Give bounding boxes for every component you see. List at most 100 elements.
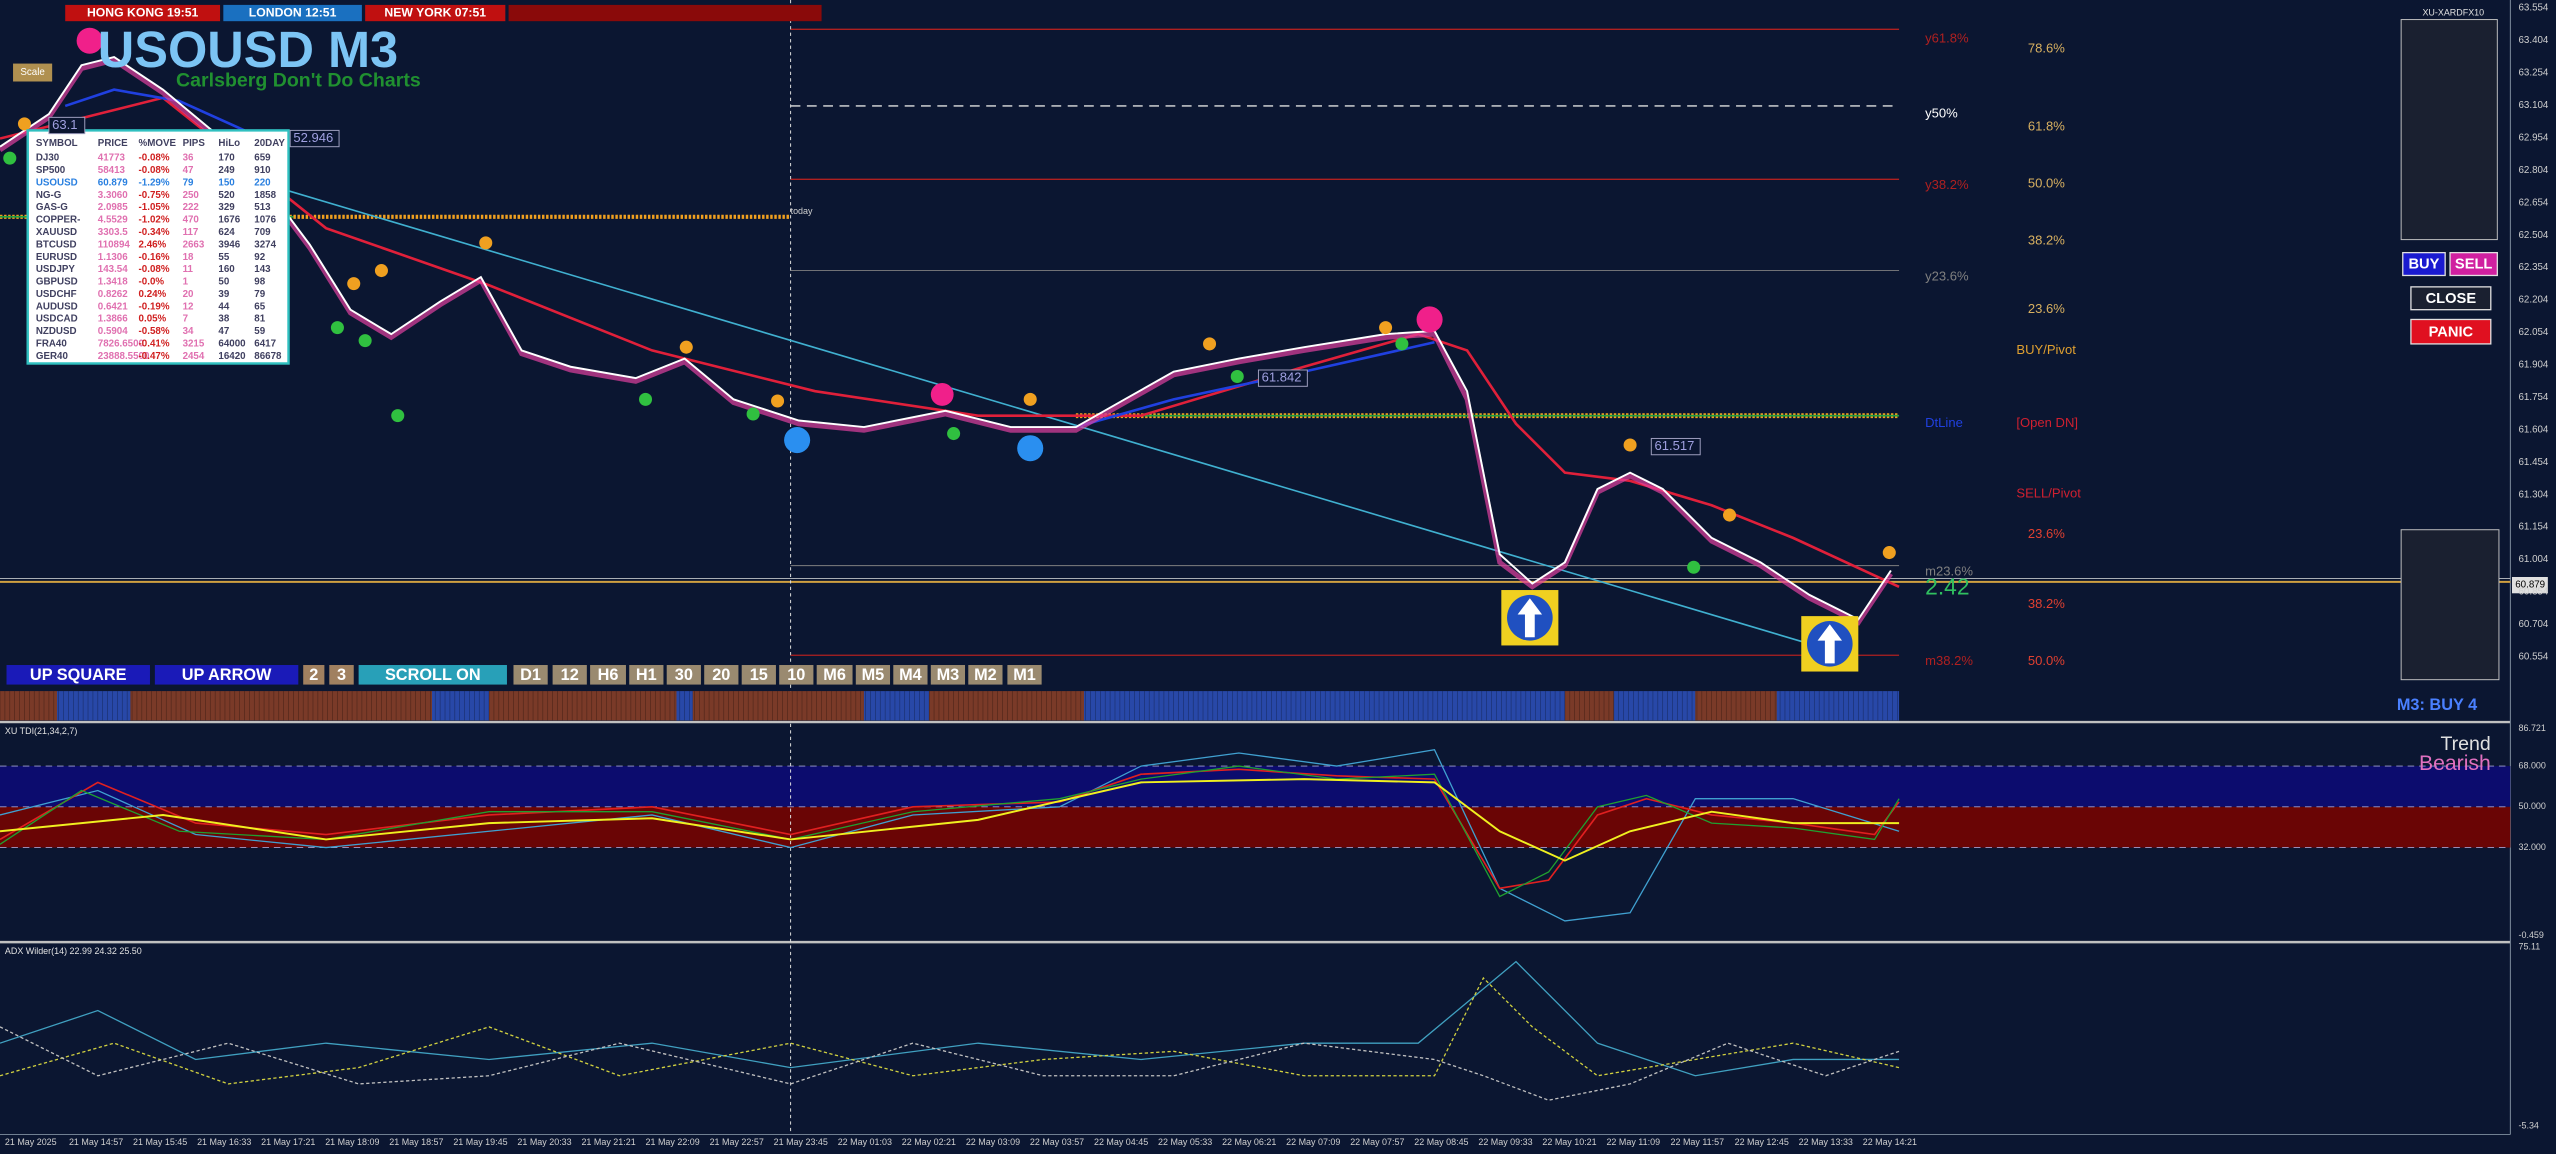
table-cell: 222: [183, 202, 200, 213]
timeframe-button-label[interactable]: M6: [823, 666, 846, 684]
strip-segment: [0, 691, 58, 721]
table-cell: 7: [183, 314, 188, 325]
table-cell: 250: [183, 190, 200, 201]
timeframe-button[interactable]: [303, 665, 325, 685]
table-cell: 79: [183, 177, 194, 188]
timeframe-button[interactable]: [358, 665, 507, 685]
timeframe-button-label[interactable]: H1: [636, 666, 657, 684]
table-cell: 2454: [183, 351, 205, 362]
timeframe-button[interactable]: [590, 665, 626, 685]
price-axis-label: 61.154: [2519, 522, 2549, 533]
timeframe-button-label[interactable]: 2: [309, 666, 318, 684]
timeframe-button-label[interactable]: SCROLL ON: [385, 666, 481, 684]
table-cell: GBPUSD: [36, 277, 78, 288]
timeframe-button[interactable]: [930, 665, 966, 685]
timeframe-button-label[interactable]: M3: [937, 666, 960, 684]
timeframe-button-label[interactable]: D1: [520, 666, 541, 684]
timeframe-button[interactable]: [552, 665, 587, 685]
timeframe-button-label[interactable]: 3: [337, 666, 346, 684]
scale-button-label[interactable]: Scale: [20, 67, 44, 78]
trade-button-label[interactable]: PANIC: [2429, 324, 2474, 340]
table-header: PIPS: [183, 138, 206, 149]
table-cell: DJ30: [36, 153, 60, 164]
timeframe-button-label[interactable]: M2: [974, 666, 997, 684]
trend-value: Bearish: [2419, 752, 2491, 775]
price-tag-box: [289, 129, 340, 148]
timeframe-button-label[interactable]: 20: [712, 666, 730, 684]
table-cell: 0.24%: [139, 289, 167, 300]
table-cell: 0.6421: [98, 301, 128, 312]
timeframe-button[interactable]: [629, 665, 664, 685]
strip-segment: [676, 691, 693, 721]
time-axis-label: 22 May 09:33: [1478, 1137, 1532, 1147]
adx-lines: [0, 960, 1900, 1101]
timeframe-button[interactable]: [741, 665, 776, 685]
clock: LONDON 12:51: [249, 5, 337, 19]
table-cell: -0.34%: [139, 227, 170, 238]
timeframe-button-label[interactable]: 10: [787, 666, 805, 684]
fib-label: [Open DN]: [2016, 415, 2078, 430]
trade-button[interactable]: [2410, 286, 2492, 311]
table-cell: 60.879: [98, 177, 128, 188]
timeframe-button[interactable]: [1007, 665, 1042, 685]
table-cell: 41773: [98, 153, 126, 164]
strip-segment: [1564, 691, 1614, 721]
strip-segment: [1613, 691, 1696, 721]
time-axis-label: 22 May 01:03: [838, 1137, 892, 1147]
timeframe-button[interactable]: [855, 665, 891, 685]
price-axis-label: 62.654: [2519, 197, 2549, 208]
time-axis-label: 22 May 03:57: [1030, 1137, 1084, 1147]
timeframe-button-label[interactable]: 12: [561, 666, 579, 684]
table-cell: 81: [254, 314, 265, 325]
price-tag: 61.842: [1262, 370, 1302, 385]
trade-button[interactable]: [2402, 251, 2446, 277]
timeframe-button[interactable]: [816, 665, 853, 685]
timeframe-button[interactable]: [6, 665, 150, 685]
trade-button-label[interactable]: CLOSE: [2426, 291, 2477, 307]
trade-button-label[interactable]: SELL: [2455, 257, 2493, 273]
table-cell: 3274: [254, 239, 276, 250]
table-cell: 0.05%: [139, 314, 167, 325]
timeframe-button-label[interactable]: 30: [675, 666, 693, 684]
price-axis-label: 63.554: [2519, 3, 2549, 14]
timeframe-button-label[interactable]: M5: [862, 666, 885, 684]
timeframe-button[interactable]: [704, 665, 739, 685]
timeframe-button[interactable]: [513, 665, 548, 685]
tdi-band-upper: [0, 766, 2511, 807]
timeframe-button[interactable]: [154, 665, 299, 685]
table-cell: COPPER-: [36, 215, 81, 226]
table-cell: 0.5904: [98, 326, 128, 337]
time-axis-label: 21 May 23:45: [774, 1137, 828, 1147]
current-price: 60.879: [2515, 580, 2545, 591]
table-cell: 16420: [218, 351, 246, 362]
timeframe-button-label[interactable]: M1: [1013, 666, 1036, 684]
table-cell: EURUSD: [36, 252, 77, 263]
timeframe-button-label[interactable]: UP SQUARE: [30, 666, 127, 684]
timeframe-button[interactable]: [779, 665, 814, 685]
timeframe-button-label[interactable]: 15: [750, 666, 768, 684]
scale-button[interactable]: [13, 63, 53, 82]
timeframe-button[interactable]: [893, 665, 928, 685]
price-tag: 63.1: [52, 117, 77, 132]
price-axis-label: 60.854: [2519, 587, 2549, 598]
timeframe-button-label[interactable]: M4: [899, 666, 922, 684]
trade-button-label[interactable]: BUY: [2408, 257, 2439, 273]
time-axis-label: 22 May 08:45: [1414, 1137, 1468, 1147]
timeframe-button[interactable]: [329, 665, 354, 685]
time-axis-label: 21 May 20:33: [517, 1137, 571, 1147]
time-axis-label: 21 May 22:09: [646, 1137, 700, 1147]
arrow-boxes: [1501, 590, 1859, 672]
trade-button[interactable]: [2449, 251, 2498, 277]
table-cell: -0.08%: [139, 264, 170, 275]
trade-button[interactable]: [2410, 318, 2492, 345]
table-cell: -1.29%: [139, 177, 170, 188]
timeframe-button[interactable]: [968, 665, 1003, 685]
table-cell: 18: [183, 252, 194, 263]
timeframe-button-label[interactable]: H6: [598, 666, 619, 684]
table-cell: XAUUSD: [36, 227, 77, 238]
price-axis-label: 62.354: [2519, 262, 2549, 273]
today-label: today: [791, 206, 813, 216]
timeframe-button[interactable]: [666, 665, 701, 685]
table-cell: USOUSD: [36, 177, 78, 188]
timeframe-button-label[interactable]: UP ARROW: [182, 666, 272, 684]
